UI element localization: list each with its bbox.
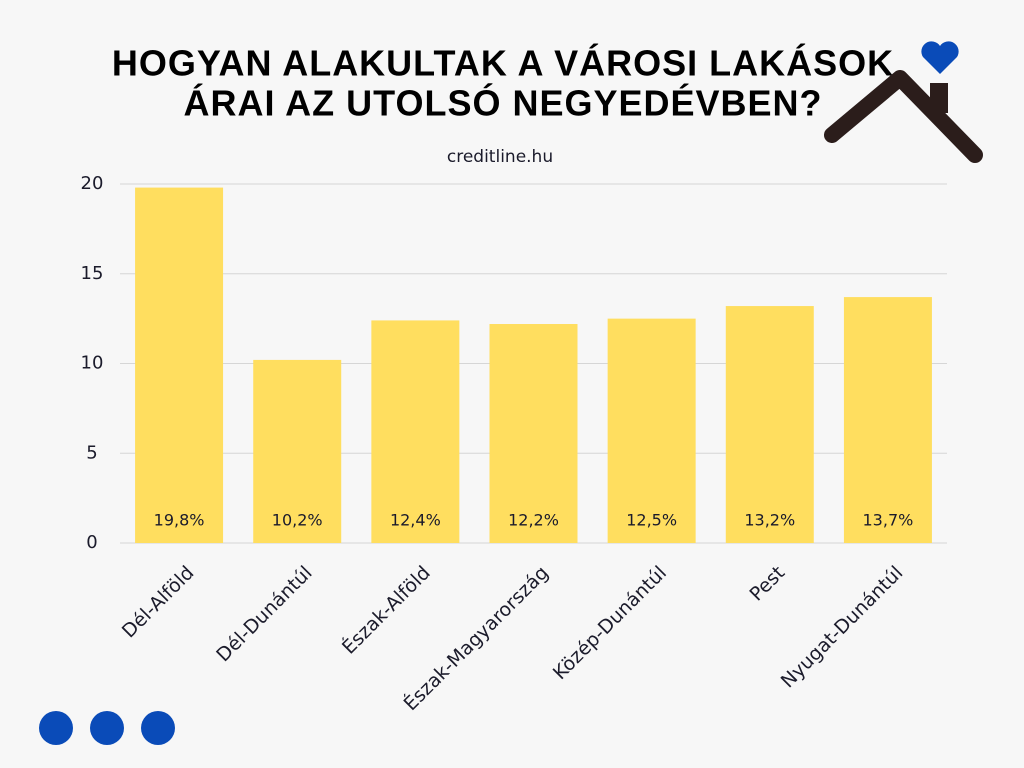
- bar: [607, 318, 696, 543]
- value-label: 19,8%: [154, 511, 205, 530]
- value-label: 12,5%: [626, 511, 677, 530]
- bar: [135, 187, 224, 543]
- bar: [253, 359, 342, 543]
- value-label: 12,2%: [508, 511, 559, 530]
- decorative-dots: [39, 711, 175, 745]
- value-label: 13,7%: [863, 511, 914, 530]
- value-label: 10,2%: [272, 511, 323, 530]
- bar: [371, 320, 460, 543]
- bar: [843, 297, 932, 543]
- y-tick-label: 0: [86, 532, 97, 553]
- value-label: 12,4%: [390, 511, 441, 530]
- y-tick-label: 10: [81, 353, 104, 374]
- value-label: 13,2%: [744, 511, 795, 530]
- y-tick-label: 20: [81, 173, 104, 194]
- house-icon: [824, 41, 983, 163]
- chart-title: HOGYAN ALAKULTAK A VÁROSI LAKÁSOK: [112, 43, 894, 84]
- bar: [725, 306, 814, 543]
- y-tick-label: 5: [86, 442, 97, 463]
- bar: [489, 324, 578, 543]
- y-tick-label: 15: [81, 263, 104, 284]
- chart-subtitle: creditline.hu: [447, 147, 553, 167]
- chart-title: ÁRAI AZ UTOLSÓ NEGYEDÉVBEN?: [183, 82, 822, 124]
